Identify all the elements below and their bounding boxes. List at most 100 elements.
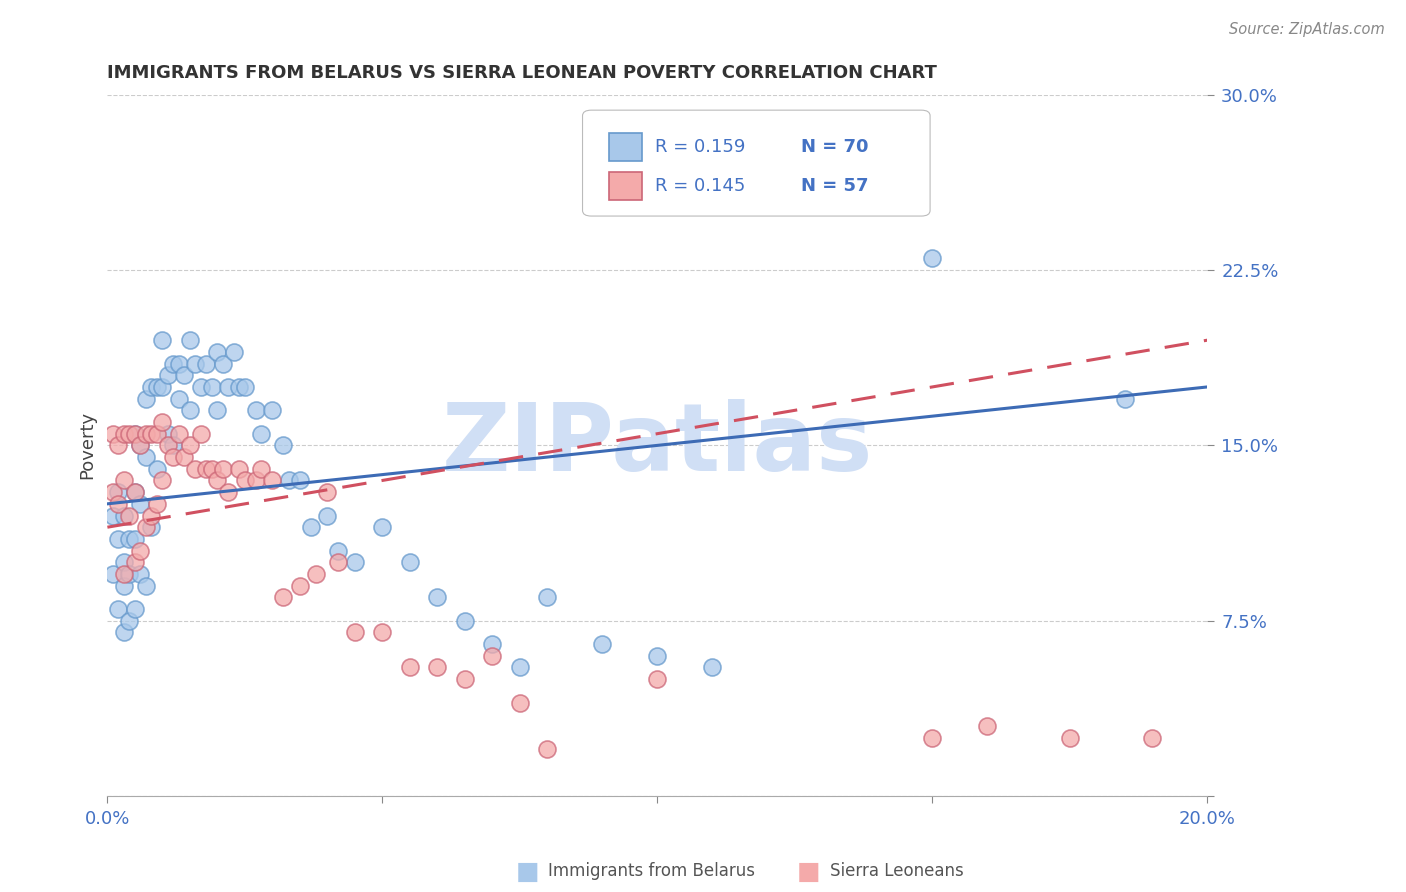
Point bbox=[190, 380, 212, 394]
Point bbox=[398, 555, 420, 569]
Point bbox=[288, 474, 311, 488]
Point bbox=[536, 742, 558, 756]
Point bbox=[135, 450, 157, 464]
Y-axis label: Poverty: Poverty bbox=[79, 411, 96, 480]
Point bbox=[328, 555, 350, 569]
Point bbox=[481, 637, 503, 651]
Point bbox=[124, 426, 146, 441]
Point bbox=[112, 579, 135, 593]
Point bbox=[167, 392, 190, 406]
Text: R = 0.145: R = 0.145 bbox=[655, 177, 745, 194]
Bar bbox=[609, 172, 643, 200]
Point bbox=[702, 660, 724, 674]
Point bbox=[129, 438, 152, 452]
Point bbox=[124, 602, 146, 616]
Point bbox=[299, 520, 322, 534]
Point bbox=[162, 450, 184, 464]
Point bbox=[162, 357, 184, 371]
Point bbox=[107, 497, 129, 511]
Point bbox=[250, 426, 273, 441]
Point bbox=[305, 566, 328, 581]
Point bbox=[288, 579, 311, 593]
Point bbox=[371, 625, 394, 640]
Text: ■: ■ bbox=[797, 860, 820, 883]
Point bbox=[146, 426, 169, 441]
Point bbox=[167, 357, 190, 371]
Point bbox=[536, 591, 558, 605]
Point bbox=[118, 508, 141, 523]
Point bbox=[141, 426, 163, 441]
Point bbox=[107, 485, 129, 500]
Point bbox=[112, 555, 135, 569]
Point bbox=[201, 462, 224, 476]
Point bbox=[107, 602, 129, 616]
Point bbox=[107, 532, 129, 546]
Point bbox=[124, 485, 146, 500]
Text: N = 57: N = 57 bbox=[801, 177, 869, 194]
Point bbox=[233, 380, 256, 394]
Point bbox=[150, 415, 173, 429]
Point bbox=[135, 426, 157, 441]
Point bbox=[273, 591, 295, 605]
Point bbox=[112, 508, 135, 523]
Point bbox=[509, 660, 531, 674]
Point bbox=[343, 625, 366, 640]
Point bbox=[454, 614, 477, 628]
Point bbox=[426, 660, 449, 674]
Point bbox=[481, 648, 503, 663]
Point bbox=[129, 566, 152, 581]
Point bbox=[124, 485, 146, 500]
Bar bbox=[609, 133, 643, 161]
Point bbox=[647, 672, 669, 686]
Point bbox=[1114, 392, 1136, 406]
Point bbox=[129, 543, 152, 558]
Text: ■: ■ bbox=[516, 860, 538, 883]
Point bbox=[101, 508, 124, 523]
Point bbox=[921, 252, 943, 266]
Point bbox=[262, 474, 284, 488]
Point bbox=[190, 426, 212, 441]
Point bbox=[112, 474, 135, 488]
Point bbox=[343, 555, 366, 569]
Point bbox=[207, 344, 229, 359]
Point bbox=[156, 368, 179, 383]
Point bbox=[146, 380, 169, 394]
Point bbox=[921, 731, 943, 745]
Point bbox=[184, 357, 207, 371]
Point bbox=[262, 403, 284, 417]
Text: N = 70: N = 70 bbox=[801, 138, 869, 156]
Point bbox=[167, 426, 190, 441]
Point bbox=[398, 660, 420, 674]
Point bbox=[179, 438, 201, 452]
Point bbox=[101, 426, 124, 441]
Point bbox=[135, 392, 157, 406]
Point bbox=[112, 625, 135, 640]
Point bbox=[156, 438, 179, 452]
FancyBboxPatch shape bbox=[582, 110, 931, 216]
Point bbox=[150, 474, 173, 488]
Point bbox=[426, 591, 449, 605]
Point bbox=[107, 438, 129, 452]
Point bbox=[976, 719, 998, 733]
Point bbox=[222, 344, 245, 359]
Point bbox=[1059, 731, 1081, 745]
Point bbox=[591, 637, 613, 651]
Point bbox=[118, 566, 141, 581]
Point bbox=[112, 426, 135, 441]
Point bbox=[233, 474, 256, 488]
Point bbox=[124, 555, 146, 569]
Point bbox=[129, 497, 152, 511]
Point bbox=[135, 520, 157, 534]
Point bbox=[212, 357, 235, 371]
Point bbox=[250, 462, 273, 476]
Point bbox=[195, 357, 218, 371]
Point bbox=[217, 380, 239, 394]
Point bbox=[118, 426, 141, 441]
Point bbox=[207, 403, 229, 417]
Point bbox=[277, 474, 299, 488]
Point bbox=[228, 380, 250, 394]
Text: Immigrants from Belarus: Immigrants from Belarus bbox=[548, 863, 755, 880]
Point bbox=[245, 403, 267, 417]
Point bbox=[141, 520, 163, 534]
Point bbox=[454, 672, 477, 686]
